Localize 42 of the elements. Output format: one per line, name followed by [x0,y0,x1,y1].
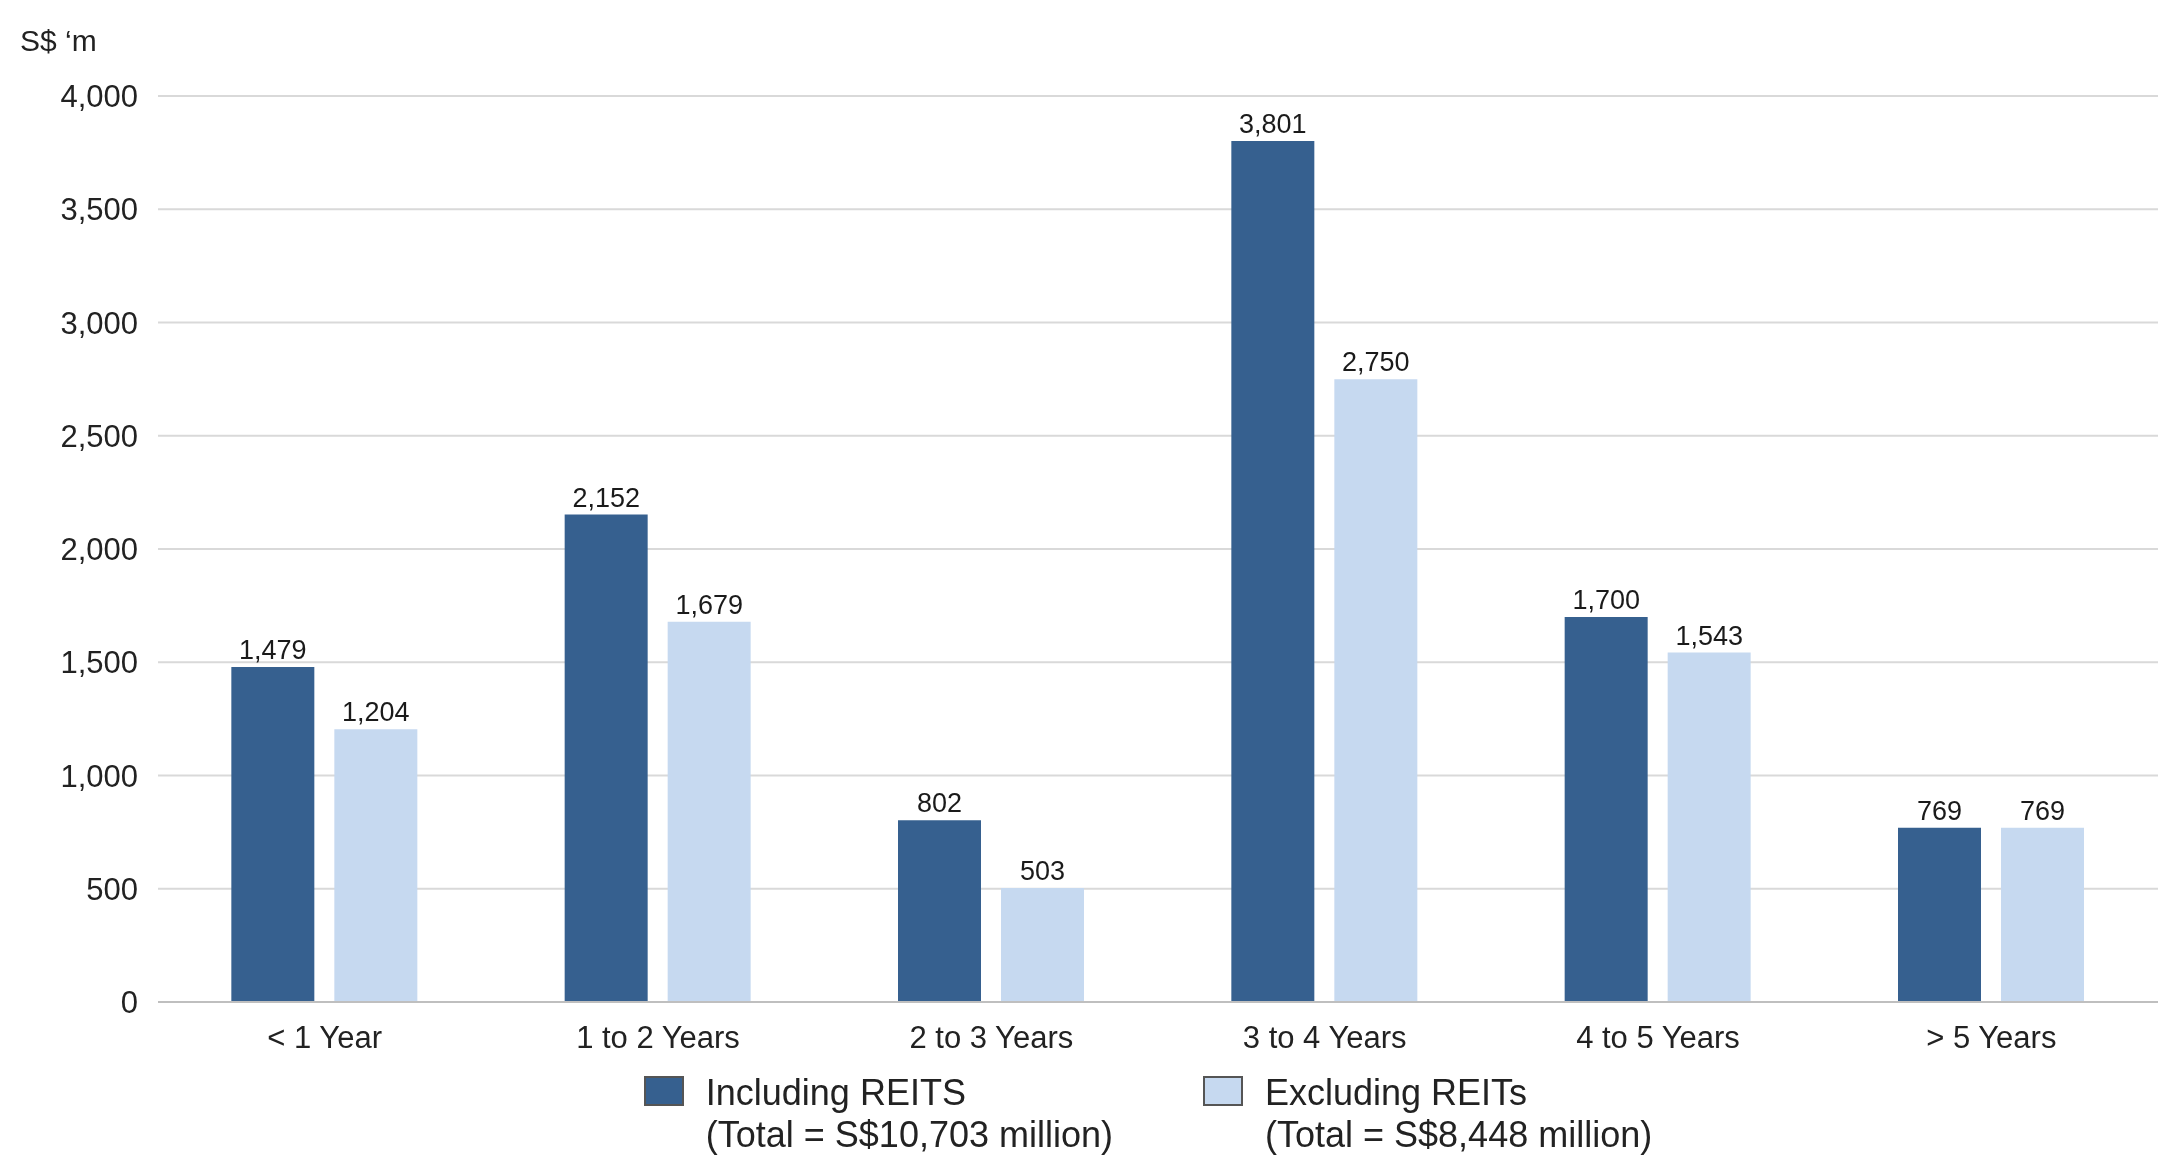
bar [667,621,751,1002]
y-tick-label: 1,500 [60,645,138,681]
bar [231,667,315,1002]
legend-label: Including REITS (Total = S$10,703 million) [705,1072,1113,1156]
y-tick-label: 0 [120,985,138,1021]
y-tick-label: 4,000 [60,79,138,114]
data-label: 1,700 [1572,584,1640,615]
x-tick-label: 3 to 4 Years [1242,1020,1407,1056]
bar [564,514,648,1002]
y-tick-label: 500 [86,871,138,907]
bar [898,820,981,1002]
y-tick-label: 1,000 [60,758,138,794]
x-tick-label: 4 to 5 Years [1576,1020,1740,1056]
data-label: 2,750 [1342,347,1410,378]
data-label: 1,479 [239,635,307,666]
bar [1898,827,1981,1002]
data-label: 3,801 [1239,109,1307,140]
legend-label: Excluding REITs (Total = S$8,448 million) [1265,1072,1653,1156]
data-label: 503 [1019,856,1066,887]
data-label: 769 [1916,795,1963,826]
y-axis-title: S$ ‘m [20,24,97,58]
y-tick-label: 2,500 [60,418,138,454]
y-tick-label: 3,500 [60,192,138,228]
x-tick-label: > 5 Years [1926,1020,2057,1056]
bar [2001,827,2084,1002]
data-label: 802 [916,788,963,819]
data-label: 1,543 [1675,620,1743,651]
data-label: 769 [2019,795,2066,826]
bar [1334,379,1418,1002]
bar [1001,888,1084,1002]
data-label: 2,152 [572,482,640,513]
bar [1231,141,1315,1002]
y-tick-label: 3,000 [60,305,138,341]
data-label: 1,204 [342,697,410,728]
x-tick-label: 1 to 2 Years [576,1020,740,1056]
y-tick-label: 2,000 [60,532,138,568]
x-tick-label: 2 to 3 Years [909,1020,1074,1056]
bar [1667,652,1751,1002]
data-label: 1,679 [675,589,743,620]
x-tick-label: < 1 Year [267,1020,382,1056]
bar [334,729,418,1002]
bar [1564,616,1648,1002]
